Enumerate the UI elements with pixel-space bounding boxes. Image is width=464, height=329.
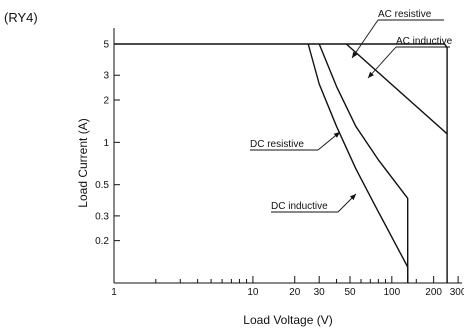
x-tick-label: 30: [314, 287, 326, 298]
x-tick-label: 300: [450, 287, 464, 298]
annotations: AC resistive AC inductive DC resistive DC i…: [250, 9, 453, 213]
y-tick-label: 5: [103, 40, 109, 51]
plot-axes: [113, 28, 462, 284]
series-dc-resistive: [318, 43, 409, 283]
y-tick-label: 0.5: [95, 180, 109, 191]
annotation-arrowhead: [349, 194, 356, 201]
series-dc-inductive: [307, 43, 409, 283]
annotation-arrowhead: [333, 132, 340, 138]
x-tick-label: 100: [383, 287, 400, 298]
series-lines: [114, 43, 448, 283]
annotation-ac-resistive: AC resistive: [378, 9, 432, 20]
x-tick-label: 200: [425, 287, 442, 298]
y-tick-label: 1: [103, 138, 109, 149]
annotation-arrowhead: [352, 51, 358, 58]
y-axis-title: Load Current (A): [76, 118, 90, 207]
axis-ticks: 1 10 20 30 50 100 200 300 5 3 2 1 0.5 0.3 0.2: [95, 40, 464, 298]
annotation-dc-resistive: DC resistive: [250, 139, 304, 150]
annotation-leader: [367, 46, 397, 79]
x-axis-title: Load Voltage (V): [243, 313, 332, 327]
model-label: (RY4): [4, 10, 38, 25]
annotation-dc-inductive: DC inductive: [271, 201, 328, 212]
x-tick-label: 50: [344, 287, 356, 298]
series-ac-inductive: [345, 43, 448, 135]
annotation-arrowhead: [368, 71, 374, 78]
x-tick-label: 10: [247, 287, 259, 298]
annotation-leader: [351, 19, 379, 59]
x-tick-label: 1: [111, 287, 117, 298]
x-tick-label: 20: [289, 287, 301, 298]
series-ac-resistive: [114, 43, 448, 283]
y-tick-label: 2: [103, 96, 109, 107]
y-tick-label: 3: [103, 71, 109, 82]
y-tick-label: 0.3: [95, 211, 109, 222]
y-tick-label: 0.2: [95, 236, 109, 247]
annotation-ac-inductive: AC inductive: [396, 36, 453, 47]
